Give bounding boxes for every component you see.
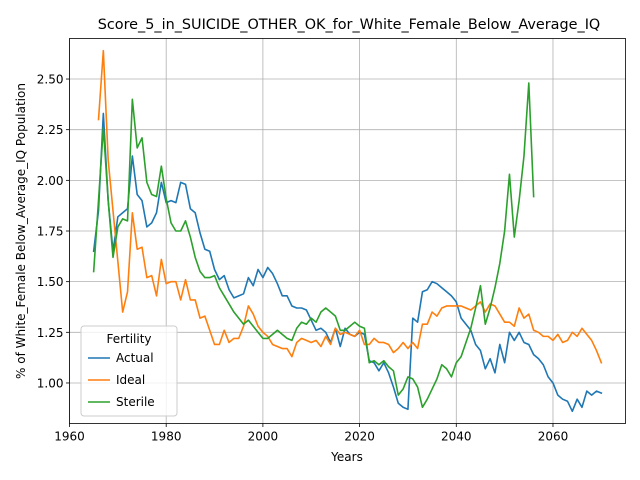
x-axis-label: Years <box>330 450 363 464</box>
x-tick-label: 2040 <box>441 430 472 444</box>
legend-label-actual: Actual <box>116 351 154 365</box>
series-line-sterile <box>92 82 535 409</box>
series-layer <box>92 49 603 413</box>
series-line-actual <box>92 112 603 413</box>
y-tick-label: 1.75 <box>37 225 64 239</box>
y-tick-label: 2.50 <box>37 73 64 87</box>
y-tick-label: 2.00 <box>37 174 64 188</box>
x-tick-label: 1980 <box>151 430 182 444</box>
legend: Fertility Actual Ideal Sterile <box>80 325 178 417</box>
chart-title: Score_5_in_SUICIDE_OTHER_OK_for_White_Fe… <box>98 17 601 33</box>
x-tick-label: 1960 <box>54 430 85 444</box>
series-line-ideal <box>97 49 603 364</box>
x-tick-label: 2060 <box>538 430 569 444</box>
x-tick-label: 2020 <box>344 430 375 444</box>
y-axis-label: % of White_Female Below_Average_IQ Popul… <box>14 83 28 379</box>
y-tick-label: 1.25 <box>37 326 64 340</box>
legend-frame <box>80 325 178 417</box>
legend-label-sterile: Sterile <box>116 395 155 409</box>
x-tick-label: 2000 <box>248 430 279 444</box>
legend-label-ideal: Ideal <box>116 373 145 387</box>
y-tick-label: 1.50 <box>37 275 64 289</box>
legend-title: Fertility <box>106 332 151 346</box>
tick-layer: 1960 1980 2000 2020 2040 2060 1.00 1.25 1.50 1.75… <box>37 73 568 444</box>
y-tick-label: 1.00 <box>37 376 64 390</box>
y-tick-label: 2.25 <box>37 123 64 137</box>
